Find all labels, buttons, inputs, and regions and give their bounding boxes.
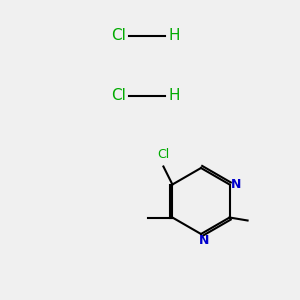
- Text: Cl: Cl: [157, 148, 170, 160]
- Text: N: N: [199, 233, 209, 247]
- Text: H: H: [168, 88, 179, 104]
- Text: H: H: [168, 28, 179, 44]
- Text: N: N: [230, 178, 241, 191]
- Text: Cl: Cl: [111, 28, 126, 44]
- Text: Cl: Cl: [111, 88, 126, 104]
